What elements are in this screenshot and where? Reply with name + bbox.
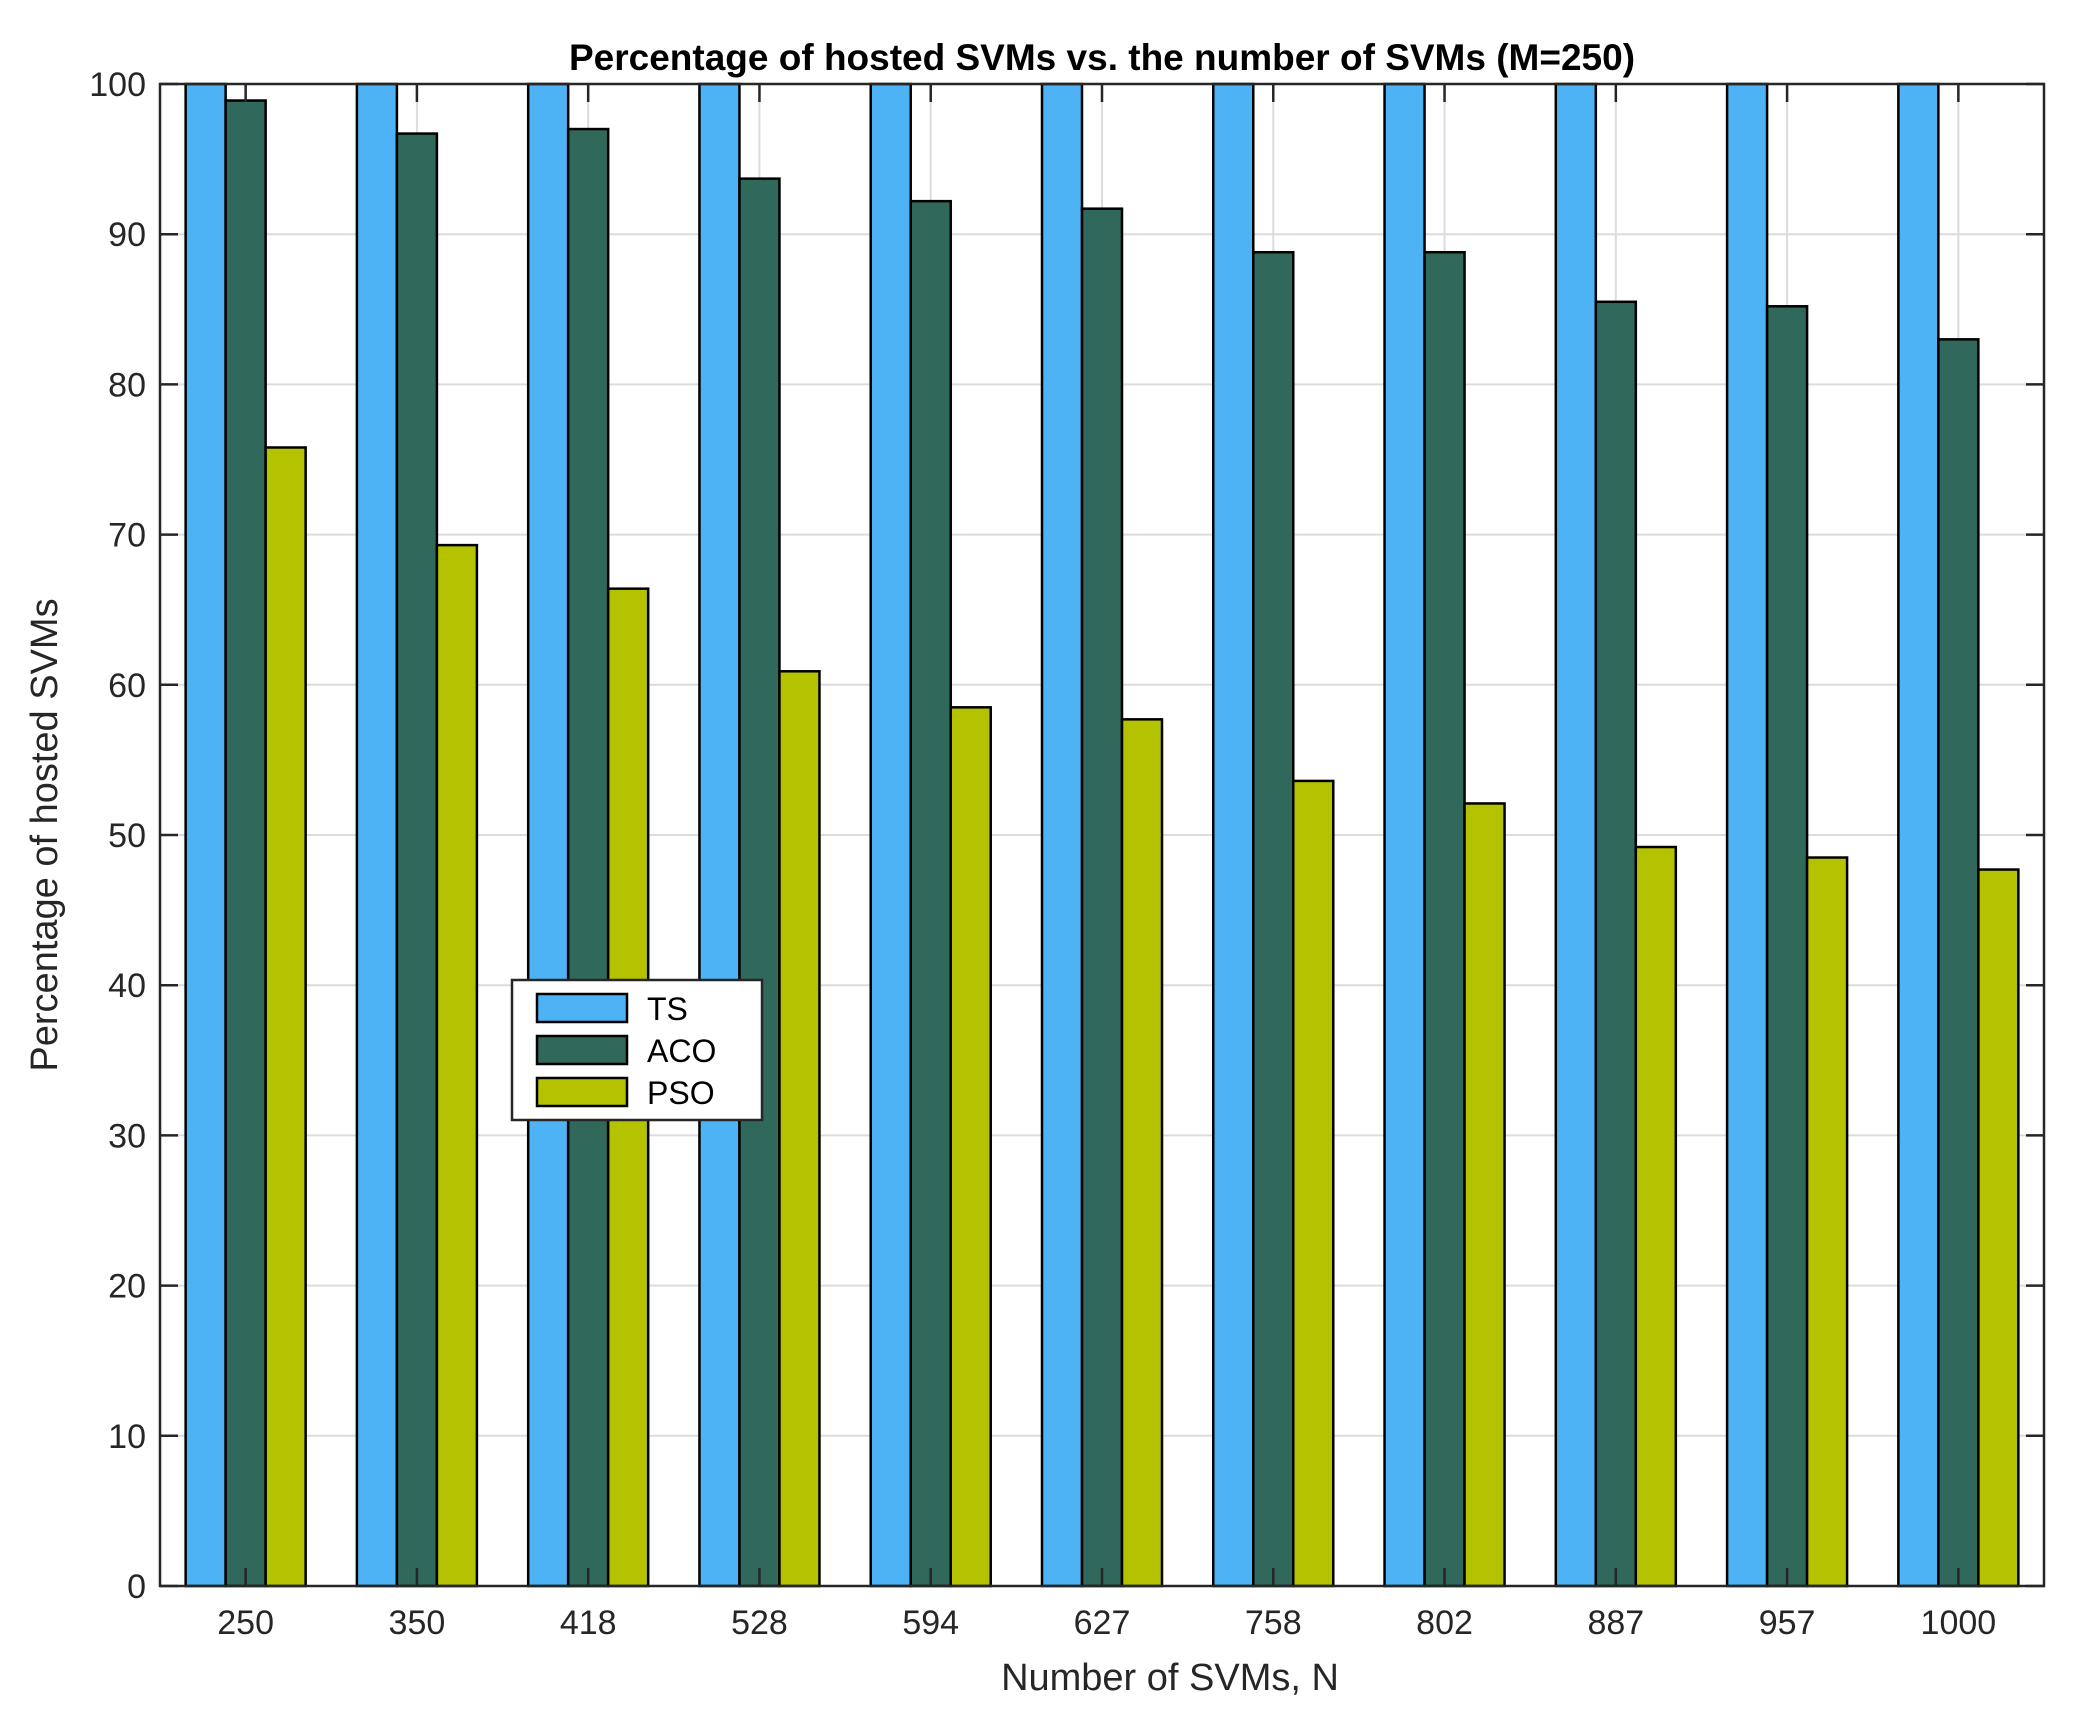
x-tick-label: 887 xyxy=(1587,1604,1644,1642)
legend-label-pso: PSO xyxy=(647,1075,715,1111)
bar-pso-802 xyxy=(1463,802,1506,1588)
bar-ts-802 xyxy=(1383,82,1426,1588)
bar-aco-1000 xyxy=(1937,338,1980,1588)
bar-aco-594 xyxy=(909,199,952,1588)
legend: TS ACO PSO xyxy=(510,978,764,1122)
y-tick-label: 20 xyxy=(108,1268,146,1306)
y-tick-label: 60 xyxy=(108,667,146,705)
x-tick-label: 350 xyxy=(389,1604,446,1642)
bar-ts-887 xyxy=(1554,82,1598,1588)
bar-aco-957 xyxy=(1765,305,1809,1588)
bar-aco-250 xyxy=(224,99,267,1588)
bar-pso-758 xyxy=(1292,779,1335,1588)
x-tick-label: 627 xyxy=(1074,1604,1131,1642)
bar-ts-594 xyxy=(869,82,912,1588)
bar-aco-627 xyxy=(1080,207,1124,1588)
bar-pso-250 xyxy=(264,446,307,1588)
y-tick-label: 30 xyxy=(108,1117,146,1155)
bars xyxy=(184,82,2020,1588)
y-tick-label: 0 xyxy=(127,1568,146,1606)
bar-aco-418 xyxy=(566,127,610,1588)
bar-pso-594 xyxy=(949,706,992,1588)
x-tick-label: 528 xyxy=(731,1604,788,1642)
bar-ts-758 xyxy=(1212,82,1255,1588)
legend-label-aco: ACO xyxy=(647,1033,716,1069)
bar-ts-1000 xyxy=(1897,82,1940,1588)
legend-swatch-ts xyxy=(535,992,629,1024)
bar-pso-887 xyxy=(1634,845,1678,1588)
y-axis-label: Percentage of hosted SVMs xyxy=(24,598,66,1071)
bar-aco-887 xyxy=(1594,300,1638,1588)
legend-label-ts: TS xyxy=(647,991,688,1027)
y-tick-label: 80 xyxy=(108,366,146,404)
legend-swatch-aco xyxy=(535,1034,629,1066)
x-tick-label: 418 xyxy=(560,1604,617,1642)
x-tick-label: 250 xyxy=(217,1604,274,1642)
bar-ts-250 xyxy=(184,82,227,1588)
x-tick-label: 758 xyxy=(1245,1604,1302,1642)
y-tick-label: 40 xyxy=(108,967,146,1005)
bar-pso-957 xyxy=(1805,856,1849,1588)
chart-title: Percentage of hosted SVMs vs. the number… xyxy=(569,37,1635,78)
y-tick-label: 100 xyxy=(89,66,146,104)
axis-ticks: 0 10 20 30 40 50 60 70 80 90 100 250 350 418 528 594 627… xyxy=(89,66,2044,1642)
bar-aco-758 xyxy=(1252,250,1295,1588)
bar-ts-957 xyxy=(1725,82,1769,1588)
bar-aco-802 xyxy=(1423,250,1466,1588)
x-tick-label: 802 xyxy=(1416,1604,1473,1642)
bar-ts-418 xyxy=(526,82,570,1588)
bar-aco-528 xyxy=(738,177,781,1588)
bar-pso-350 xyxy=(435,543,479,1588)
bar-pso-1000 xyxy=(1977,868,2020,1588)
x-tick-label: 1000 xyxy=(1921,1604,1997,1642)
bar-pso-528 xyxy=(778,670,821,1588)
x-tick-label: 594 xyxy=(902,1604,959,1642)
bar-pso-627 xyxy=(1120,718,1164,1588)
bar-ts-350 xyxy=(355,82,399,1588)
y-tick-label: 10 xyxy=(108,1418,146,1456)
legend-swatch-pso xyxy=(535,1076,629,1108)
y-tick-label: 70 xyxy=(108,517,146,555)
bar-ts-627 xyxy=(1040,82,1084,1588)
y-tick-label: 90 xyxy=(108,216,146,254)
x-axis-label: Number of SVMs, N xyxy=(1001,1657,1339,1699)
x-tick-label: 957 xyxy=(1759,1604,1816,1642)
bar-ts-528 xyxy=(698,82,741,1588)
bar-aco-350 xyxy=(395,132,439,1588)
y-tick-label: 50 xyxy=(108,817,146,855)
